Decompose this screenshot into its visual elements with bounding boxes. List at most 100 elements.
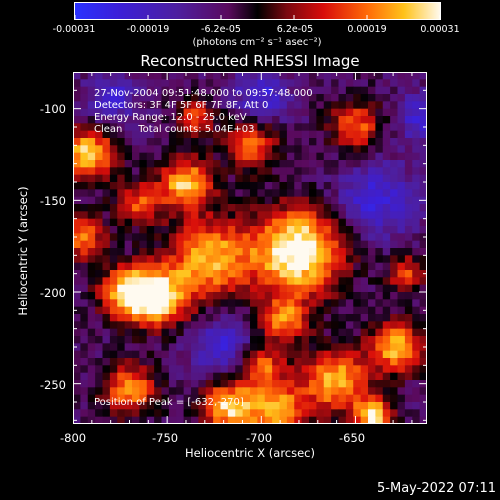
heatmap-cell	[205, 402, 214, 410]
heatmap-cell	[124, 284, 133, 293]
heatmap-cell	[124, 328, 133, 337]
heatmap-cell	[279, 196, 288, 205]
heatmap-cell	[242, 277, 251, 286]
heatmap-cell	[198, 130, 207, 139]
heatmap-cell	[227, 248, 236, 256]
heatmap-cell	[316, 123, 325, 132]
colorbar-tick-label: -6.2e-05	[201, 24, 241, 35]
heatmap-cell	[124, 402, 133, 410]
heatmap-cell	[146, 365, 155, 374]
heatmap-cell	[198, 138, 207, 146]
heatmap-cell	[404, 270, 413, 278]
heatmap-cell	[338, 138, 347, 146]
heatmap-cell	[139, 306, 148, 315]
heatmap-cell	[213, 182, 222, 190]
heatmap-cell	[390, 299, 399, 308]
heatmap-cell	[404, 343, 413, 352]
heatmap-cell	[139, 138, 148, 146]
heatmap-cell	[375, 284, 384, 293]
heatmap-cell	[109, 86, 118, 95]
heatmap-cell	[117, 409, 126, 418]
heatmap-cell	[168, 350, 177, 359]
heatmap-cell	[353, 218, 362, 227]
heatmap-cell	[80, 79, 89, 88]
heatmap-cell	[124, 204, 133, 212]
heatmap-cell	[95, 262, 104, 271]
heatmap-cell	[301, 350, 310, 359]
heatmap-cell	[331, 101, 340, 110]
heatmap-cell	[272, 167, 281, 176]
heatmap-cell	[183, 101, 192, 110]
heatmap-cell	[250, 86, 258, 95]
heatmap-cell	[397, 255, 406, 264]
heatmap-cell	[345, 328, 354, 337]
heatmap-cell	[154, 152, 163, 161]
heatmap-cell	[404, 94, 413, 102]
heatmap-cell	[382, 240, 391, 249]
heatmap-cell	[191, 152, 199, 161]
heatmap-cell	[375, 372, 384, 381]
heatmap-cell	[161, 284, 170, 293]
heatmap-cell	[390, 152, 399, 161]
heatmap-cell	[345, 409, 354, 418]
heatmap-cell	[368, 387, 376, 396]
heatmap-cell	[87, 211, 96, 220]
heatmap-cell	[257, 394, 266, 403]
heatmap-cell	[198, 416, 207, 424]
heatmap-cell	[331, 306, 340, 315]
heatmap-cell	[124, 94, 133, 102]
heatmap-cell	[368, 138, 376, 146]
heatmap-cell	[360, 350, 369, 359]
heatmap-cell	[345, 372, 354, 381]
heatmap-cell	[95, 270, 104, 278]
heatmap-cell	[95, 145, 104, 154]
heatmap-cell	[250, 380, 258, 388]
heatmap-cell	[168, 343, 177, 352]
heatmap-cell	[183, 306, 192, 315]
heatmap-cell	[316, 270, 325, 278]
heatmap-cell	[331, 116, 340, 124]
heatmap-cell	[412, 123, 421, 132]
heatmap-cell	[264, 130, 273, 139]
heatmap-cell	[345, 196, 354, 205]
heatmap-cell	[419, 130, 427, 139]
heatmap-cell	[316, 380, 325, 388]
heatmap-cell	[264, 182, 273, 190]
heatmap-cell	[250, 343, 258, 352]
heatmap-cell	[294, 123, 303, 132]
heatmap-cell	[368, 233, 376, 242]
heatmap-cell	[250, 284, 258, 293]
heatmap-cell	[191, 255, 199, 264]
heatmap-cell	[235, 130, 244, 139]
heatmap-cell	[183, 387, 192, 396]
y-tick-label: -100	[39, 102, 66, 116]
heatmap-cell	[419, 101, 427, 110]
heatmap-cell	[87, 240, 96, 249]
heatmap-cell	[404, 123, 413, 132]
colorbar-tick-label: 0.00031	[420, 24, 460, 35]
heatmap-cell	[257, 145, 266, 154]
heatmap-cell	[220, 204, 229, 212]
heatmap-cell	[73, 174, 81, 183]
heatmap-cell	[264, 284, 273, 293]
heatmap-cell	[360, 145, 369, 154]
heatmap-cell	[419, 372, 427, 381]
heatmap-cell	[331, 94, 340, 102]
heatmap-cell	[404, 248, 413, 256]
heatmap-cell	[146, 167, 155, 176]
heatmap-cell	[294, 218, 303, 227]
heatmap-cell	[176, 380, 185, 388]
date-stamp: 5-May-2022 07:11	[377, 481, 496, 496]
heatmap-cell	[102, 182, 111, 190]
heatmap-cell	[286, 284, 295, 293]
heatmap-cell	[87, 218, 96, 227]
heatmap-cell	[279, 306, 288, 315]
heatmap-cell	[309, 138, 317, 146]
heatmap-cell	[205, 358, 214, 366]
heatmap-cell	[309, 167, 317, 176]
heatmap-cell	[368, 94, 376, 102]
heatmap-cell	[132, 130, 140, 139]
heatmap-cell	[139, 255, 148, 264]
heatmap-cell	[301, 380, 310, 388]
heatmap-cell	[227, 108, 236, 117]
